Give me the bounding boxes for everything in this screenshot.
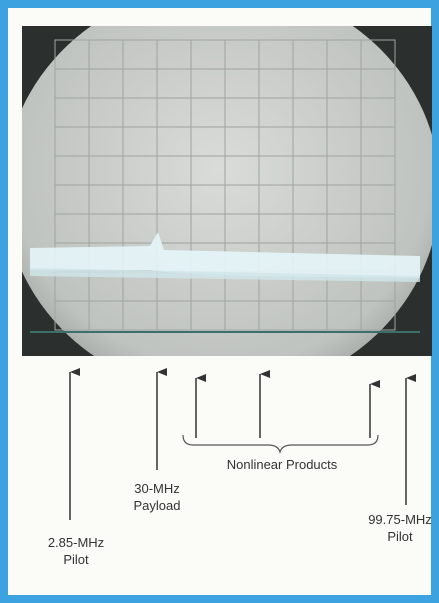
- pilot-low-label: Pilot: [63, 552, 89, 567]
- nonlinear-label: Nonlinear Products: [227, 457, 338, 472]
- pilot-high-label: Pilot: [387, 529, 413, 544]
- pilot-high-label: 99.75-MHz: [368, 512, 432, 527]
- payload-label: Payload: [134, 498, 181, 513]
- spectrum-photo: [22, 26, 432, 356]
- payload-label: 30-MHz: [134, 481, 180, 496]
- arrows: [69, 368, 416, 520]
- pilot-low-label: 2.85-MHz: [48, 535, 104, 550]
- brace: [182, 434, 379, 455]
